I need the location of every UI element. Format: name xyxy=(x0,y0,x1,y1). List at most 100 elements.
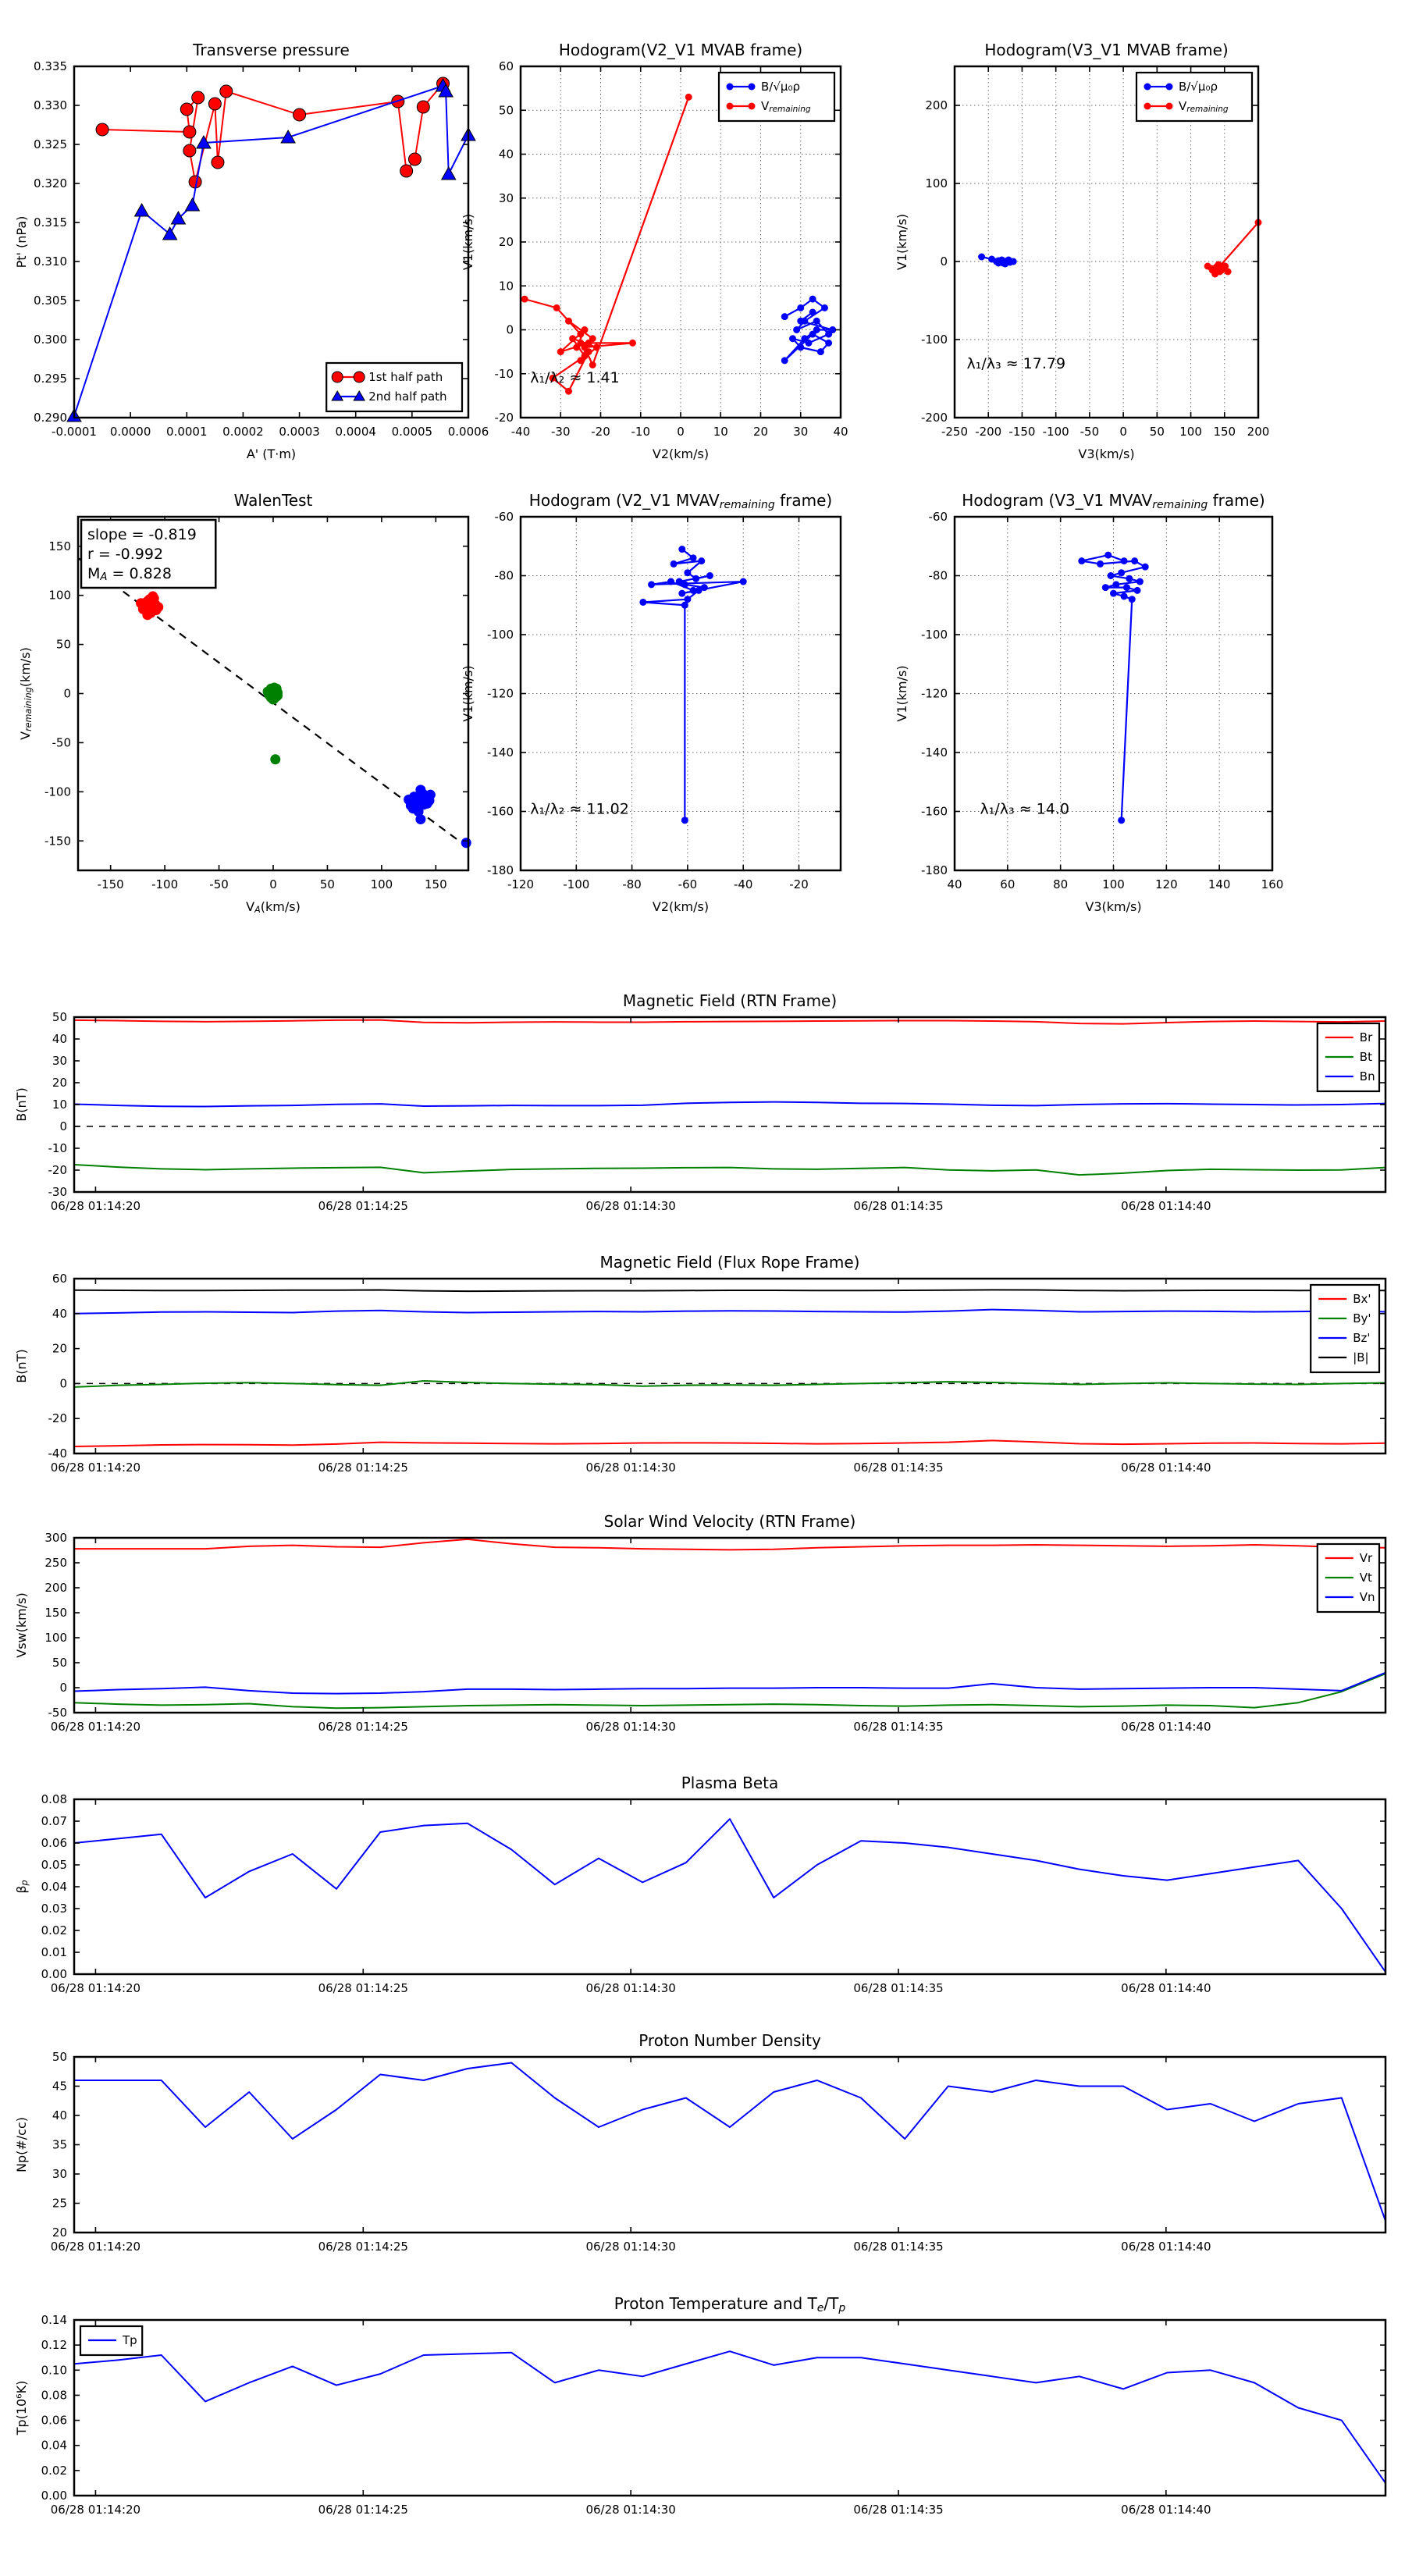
svg-text:300: 300 xyxy=(44,1531,67,1545)
svg-text:160: 160 xyxy=(1261,877,1284,891)
svg-text:B/√μ₀ρ: B/√μ₀ρ xyxy=(1179,80,1218,94)
svg-text:1st half path: 1st half path xyxy=(368,370,443,384)
chart-hodogram-v2v1-mvab: -40 -30 -20 -10 0 10 20 30 40 -20 -10 0 10 20 30 40 50 60… xyxy=(461,41,848,461)
svg-text:30: 30 xyxy=(499,191,514,205)
svg-text:150: 150 xyxy=(44,1606,67,1620)
chart-proton-temperature: 06/28 01:14:20 06/28 01:14:25 06/28 01:14:… xyxy=(14,2294,1387,2517)
chart-walen-test: -150 -100 -50 0 50 100 150 -150 -100 -50 0 50 100 150… xyxy=(18,491,471,915)
svg-text:MA = 0.828: MA = 0.828 xyxy=(87,565,172,583)
svg-text:WalenTest: WalenTest xyxy=(234,491,313,510)
svg-text:0: 0 xyxy=(59,1681,67,1695)
svg-text:-100: -100 xyxy=(487,628,514,642)
svg-text:-160: -160 xyxy=(487,805,514,819)
svg-text:r = -0.992: r = -0.992 xyxy=(87,546,163,563)
svg-text:250: 250 xyxy=(44,1556,67,1570)
svg-text:Vn: Vn xyxy=(1360,1590,1375,1604)
svg-text:-100: -100 xyxy=(44,785,71,799)
svg-text:0.02: 0.02 xyxy=(41,2464,67,2478)
svg-text:06/28 01:14:25: 06/28 01:14:25 xyxy=(318,1461,408,1475)
svg-text:Np(#/cc): Np(#/cc) xyxy=(14,2117,29,2172)
svg-text:-150: -150 xyxy=(44,834,71,848)
svg-text:-150: -150 xyxy=(1008,425,1035,439)
svg-text:-50: -50 xyxy=(209,877,229,891)
chart-plasma-beta: 06/28 01:14:20 06/28 01:14:25 06/28 01:14:… xyxy=(14,1774,1387,1995)
svg-text:50: 50 xyxy=(56,638,71,652)
svg-text:06/28 01:14:20: 06/28 01:14:20 xyxy=(51,1199,140,1213)
svg-text:Hodogram(V3_V1 MVAB frame): Hodogram(V3_V1 MVAB frame) xyxy=(984,41,1228,59)
chart-transverse-pressure: -0.0001 0.0000 0.0001 0.0002 0.0003 0.0004 0.0… xyxy=(14,41,489,461)
svg-text:-100: -100 xyxy=(1043,425,1069,439)
svg-text:0: 0 xyxy=(269,877,277,891)
svg-text:20: 20 xyxy=(52,2226,67,2240)
svg-text:80: 80 xyxy=(1053,877,1068,891)
svg-text:200: 200 xyxy=(925,98,948,112)
svg-text:06/28 01:14:30: 06/28 01:14:30 xyxy=(585,1720,675,1734)
svg-text:Bz': Bz' xyxy=(1353,1331,1370,1345)
svg-text:Hodogram (V2_V1 MVAVremaining: Hodogram (V2_V1 MVAVremaining frame) xyxy=(529,491,832,511)
svg-text:0.325: 0.325 xyxy=(34,137,67,151)
svg-text:Proton Number Density: Proton Number Density xyxy=(638,2031,821,2050)
svg-text:-120: -120 xyxy=(487,687,514,701)
svg-text:Pt' (nPa): Pt' (nPa) xyxy=(14,216,29,269)
svg-text:-40: -40 xyxy=(511,425,531,439)
svg-text:06/28 01:14:30: 06/28 01:14:30 xyxy=(585,1199,675,1213)
chart-hodogram-v2v1-mvav: -120 -100 -80 -60 -40 -20 -180 -160 -140 -120 -100… xyxy=(461,491,842,914)
svg-text:-50: -50 xyxy=(48,1706,68,1720)
svg-text:Tp: Tp xyxy=(122,2333,137,2347)
svg-text:Hodogram (V3_V1 MVAVremaining: Hodogram (V3_V1 MVAVremaining frame) xyxy=(962,491,1264,511)
svg-text:06/28 01:14:25: 06/28 01:14:25 xyxy=(318,1981,408,1995)
svg-text:100: 100 xyxy=(1179,425,1202,439)
svg-text:-10: -10 xyxy=(631,425,651,439)
svg-text:Vremaining: Vremaining xyxy=(1179,99,1229,114)
svg-text:V2(km/s): V2(km/s) xyxy=(653,447,709,461)
svg-text:0.06: 0.06 xyxy=(41,1836,67,1850)
svg-text:06/28 01:14:25: 06/28 01:14:25 xyxy=(318,2503,408,2517)
svg-text:100: 100 xyxy=(44,1631,67,1645)
svg-text:0.0001: 0.0001 xyxy=(166,425,208,439)
svg-text:-40: -40 xyxy=(734,877,753,891)
svg-text:0: 0 xyxy=(63,687,71,701)
svg-text:20: 20 xyxy=(753,425,768,439)
svg-text:0.310: 0.310 xyxy=(34,254,67,269)
svg-text:B/√μ₀ρ: B/√μ₀ρ xyxy=(761,80,800,94)
svg-text:B(nT): B(nT) xyxy=(14,1087,29,1121)
svg-text:06/28 01:14:40: 06/28 01:14:40 xyxy=(1121,1720,1211,1734)
svg-text:-30: -30 xyxy=(48,1185,68,1199)
svg-text:Solar Wind Velocity (RTN Frame: Solar Wind Velocity (RTN Frame) xyxy=(604,1512,856,1531)
svg-text:06/28 01:14:40: 06/28 01:14:40 xyxy=(1121,2240,1211,2254)
svg-text:-10: -10 xyxy=(48,1141,68,1155)
svg-text:Vsw(km/s): Vsw(km/s) xyxy=(14,1592,29,1657)
svg-text:0.08: 0.08 xyxy=(41,1792,67,1806)
svg-text:100: 100 xyxy=(48,589,71,603)
svg-text:20: 20 xyxy=(52,1076,67,1090)
svg-text:-40: -40 xyxy=(48,1446,68,1461)
svg-text:-200: -200 xyxy=(921,411,948,425)
svg-text:10: 10 xyxy=(52,1098,67,1112)
svg-text:60: 60 xyxy=(499,59,514,73)
svg-text:slope = -0.819: slope = -0.819 xyxy=(87,526,197,543)
svg-text:25: 25 xyxy=(52,2197,67,2211)
svg-text:100: 100 xyxy=(925,176,948,190)
svg-text:-140: -140 xyxy=(487,745,514,760)
chart-bfield-rtn: 06/28 01:14:20 06/28 01:14:25 06/28 01:14:… xyxy=(14,991,1387,1213)
svg-text:0.315: 0.315 xyxy=(34,215,67,229)
svg-text:Plasma Beta: Plasma Beta xyxy=(681,1774,779,1792)
svg-text:35: 35 xyxy=(52,2138,67,2152)
svg-text:Vt: Vt xyxy=(1360,1571,1372,1585)
svg-text:-200: -200 xyxy=(975,425,1001,439)
svg-text:0.305: 0.305 xyxy=(34,294,67,308)
svg-text:06/28 01:14:20: 06/28 01:14:20 xyxy=(51,2240,140,2254)
svg-text:-150: -150 xyxy=(98,877,124,891)
svg-text:0.06: 0.06 xyxy=(41,2414,67,2428)
svg-text:V1(km/s): V1(km/s) xyxy=(461,665,475,721)
svg-text:-30: -30 xyxy=(551,425,571,439)
svg-text:0.0005: 0.0005 xyxy=(392,425,433,439)
svg-text:50: 50 xyxy=(320,877,335,891)
svg-text:Bt: Bt xyxy=(1360,1050,1372,1064)
svg-text:100: 100 xyxy=(371,877,393,891)
svg-text:-20: -20 xyxy=(48,1411,68,1425)
svg-text:06/28 01:14:35: 06/28 01:14:35 xyxy=(853,2240,943,2254)
svg-text:06/28 01:14:30: 06/28 01:14:30 xyxy=(585,2240,675,2254)
svg-text:20: 20 xyxy=(499,235,514,249)
svg-text:-140: -140 xyxy=(921,745,948,760)
